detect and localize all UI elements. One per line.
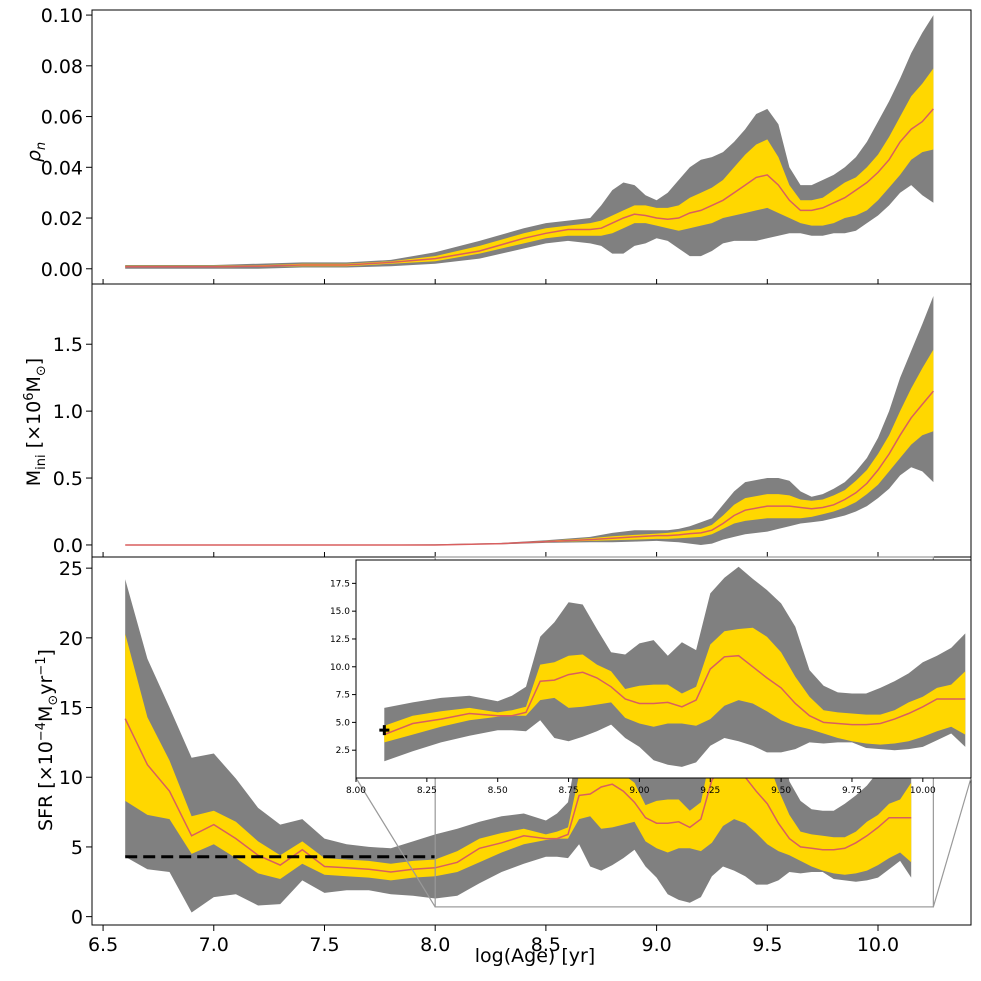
x-axis-label: log(Age) [yr] [475, 945, 595, 967]
inset-xtick-label: 9.50 [771, 786, 791, 796]
M_ini-ytick-label: 1.5 [53, 334, 83, 356]
zoom-connector-right [932, 777, 972, 908]
M_ini-ytick-label: 0.5 [53, 468, 83, 490]
M_ini-plot-area [125, 296, 934, 546]
rho_n-inner-band [125, 68, 934, 268]
SFR-ytick-label: 25 [59, 558, 83, 580]
x-axis-tick-label: 8.0 [420, 934, 450, 956]
inset-ytick-label: 17.5 [330, 579, 350, 589]
rho_n-ytick-label: 0.00 [41, 259, 83, 281]
mini-panel: 0.0 0.5 1.0 1.5 [53, 283, 972, 558]
inset-xtick-label: 8.75 [559, 786, 579, 796]
y-axis-labels: ρn Mini [×106M⊙] SFR [×10−4M⊙yr−1] [22, 142, 61, 831]
SFR-ytick-label: 0 [71, 907, 83, 929]
inset-ytick-label: 15.0 [330, 607, 350, 617]
x-axis-tick-label: 7.0 [199, 934, 229, 956]
rho_n-ytick-label: 0.04 [41, 157, 83, 179]
inset-marker-plus [379, 725, 390, 736]
M_ini-median-line [125, 390, 934, 546]
x-axis-tick-label: 9.0 [641, 934, 671, 956]
sfr-inset: 2.5 5.0 7.5 10.0 12.5 15.0 17.5 8.00 8.25 8.50 8.7… [330, 559, 972, 796]
inset-xtick-label: 9.25 [700, 786, 720, 796]
x-axis-tick-label: 8.5 [531, 934, 561, 956]
rho_n-ytick-label: 0.02 [41, 208, 83, 230]
inset-xtick-label: 8.50 [488, 786, 508, 796]
mini-ylabel: Mini [×106M⊙] [22, 358, 49, 486]
inset-ytick-label: 7.5 [336, 691, 350, 701]
SFR-inner-band [125, 633, 912, 881]
rho_n-ytick-label: 0.10 [41, 5, 83, 27]
SFR-ytick-label: 15 [59, 698, 83, 720]
rho_n-ytick-label: 0.06 [41, 107, 83, 129]
M_ini-ytick-label: 1.0 [53, 401, 83, 423]
inset-xtick-label: 9.00 [629, 786, 649, 796]
inset-ytick-label: 12.5 [330, 635, 350, 645]
rho_n-outer-band [125, 15, 934, 269]
SFR-ytick-label: 10 [59, 767, 83, 789]
x-axis-tick-label: 7.5 [309, 934, 339, 956]
rho-ylabel: ρn [23, 142, 49, 162]
rho_n-median-line [125, 108, 934, 268]
x-axis-tick-label: 6.5 [88, 934, 118, 956]
inset-inner-band [384, 627, 966, 745]
SFR-plot-area [124, 579, 912, 913]
sfr-ylabel: SFR [×10−4M⊙yr−1] [34, 649, 61, 831]
rho-panel: 0.00 0.02 0.04 0.06 0.08 0.10 [41, 5, 972, 285]
inset-xtick-label: 9.75 [842, 786, 862, 796]
inset-median-line [384, 654, 966, 736]
SFR-median-line [124, 718, 912, 873]
rho_n-plot-area [125, 15, 934, 269]
inset-frame [355, 559, 972, 779]
M_ini-ytick-label: 0.0 [53, 535, 83, 557]
inset-xtick-label: 10.00 [910, 786, 936, 796]
inset-ytick-label: 5.0 [336, 718, 351, 728]
SFR-ytick-label: 20 [59, 628, 83, 650]
inset-xtick-label: 8.00 [346, 786, 366, 796]
inset-ytick-label: 2.5 [336, 746, 350, 756]
rho_n-ytick-label: 0.08 [41, 56, 83, 78]
x-axis-tick-label: 9.5 [752, 934, 782, 956]
x-axis-tick-label: 10.0 [857, 934, 899, 956]
inset-xtick-label: 8.25 [417, 786, 437, 796]
inset-plot-area [384, 566, 966, 767]
zoom-connector-left [355, 777, 436, 908]
M_ini-inner-band [125, 349, 934, 545]
SFR-ytick-label: 5 [71, 837, 83, 859]
inset-ytick-label: 10.0 [330, 663, 350, 673]
